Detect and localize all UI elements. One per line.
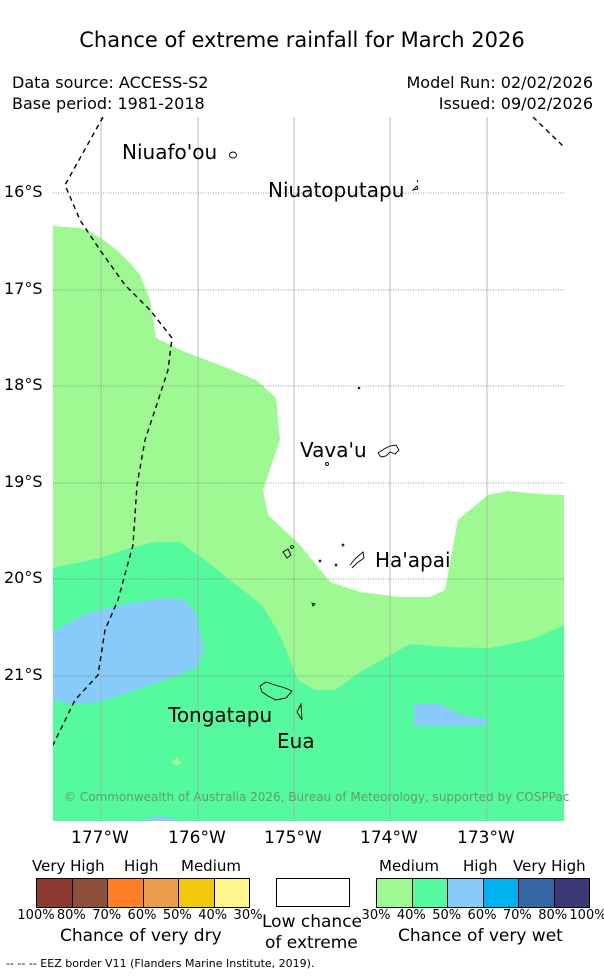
island-vavau — [377, 444, 400, 458]
dry-caption: Chance of very dry — [60, 926, 222, 946]
wet-tick-label: 70% — [502, 908, 532, 923]
low-chance-label-1: Low chance — [262, 912, 362, 932]
dry-colorbar — [36, 878, 250, 908]
lon-label: 177°W — [71, 828, 129, 848]
lon-label: 175°W — [264, 828, 322, 848]
eez-note: -- -- -- EEZ border V11 (Flanders Marine… — [6, 957, 315, 970]
dry-swatch — [178, 879, 214, 907]
dry-tick-label: 80% — [56, 908, 86, 923]
wet-swatch — [518, 879, 554, 907]
dry-header-medium: Medium — [181, 857, 241, 875]
wet-swatch — [482, 879, 518, 907]
lat-label: 18°S — [4, 375, 43, 394]
very-high-wet-region-east — [414, 704, 488, 726]
wet-tick-label: 50% — [432, 908, 462, 923]
low-chance-swatch — [276, 878, 350, 907]
dry-swatch — [107, 879, 143, 907]
very-high-wet-region-west — [53, 598, 204, 704]
lat-label: 21°S — [4, 665, 43, 684]
lon-label: 173°W — [457, 828, 515, 848]
lon-label: 176°W — [168, 828, 226, 848]
wet-header-high: High — [463, 857, 498, 875]
dry-swatch — [37, 879, 72, 907]
label-haapai: Ha'apai — [375, 548, 451, 572]
lat-label: 17°S — [4, 279, 43, 298]
label-vavau: Vava'u — [300, 438, 367, 462]
copyright-notice: © Commonwealth of Australia 2026, Bureau… — [64, 790, 570, 804]
dry-tick-label: 50% — [162, 908, 192, 923]
issued-label: Issued: 09/02/2026 — [438, 94, 593, 113]
wet-tick-label: 40% — [396, 908, 426, 923]
wet-header-medium: Medium — [379, 857, 439, 875]
dry-tick-label: 60% — [127, 908, 157, 923]
wet-swatch — [377, 879, 412, 907]
label-niuatoputapu: Niuatoputapu — [268, 178, 405, 202]
dry-tick-label: 70% — [92, 908, 122, 923]
dry-swatch — [142, 879, 178, 907]
island-niuatoputapu — [411, 185, 419, 191]
dry-header-high: High — [124, 857, 159, 875]
lon-label: 174°W — [360, 828, 418, 848]
dry-swatch — [71, 879, 107, 907]
wet-tick-label: 60% — [467, 908, 497, 923]
dry-header-very-high: Very High — [32, 857, 105, 875]
model-run-label: Model Run: 02/02/2026 — [406, 73, 594, 92]
lat-label: 16°S — [4, 182, 43, 201]
wet-tick-label: 30% — [361, 908, 391, 923]
wet-swatch — [411, 879, 447, 907]
data-source-label: Data source: ACCESS-S2 — [12, 73, 209, 92]
wet-caption: Chance of very wet — [398, 926, 563, 946]
wet-swatch — [447, 879, 483, 907]
island-haapai — [282, 548, 292, 559]
low-chance-label-2: of extreme — [265, 933, 358, 953]
wet-tick-label: 100% — [569, 908, 604, 923]
graticule — [100, 117, 488, 821]
wet-tick-label: 80% — [538, 908, 568, 923]
wet-swatch — [553, 879, 589, 907]
dry-swatch — [213, 879, 249, 907]
lat-label: 20°S — [4, 568, 43, 587]
dry-tick-label: 100% — [17, 908, 55, 923]
island-niuafoou — [229, 151, 237, 159]
island-eua — [296, 702, 303, 721]
chart-title: Chance of extreme rainfall for March 202… — [79, 28, 525, 52]
label-eua: Eua — [277, 729, 315, 753]
label-tongatapu: Tongatapu — [168, 703, 273, 727]
label-niuafoou: Niuafo'ou — [122, 140, 218, 164]
base-period-label: Base period: 1981-2018 — [12, 94, 205, 113]
dry-tick-label: 30% — [233, 908, 263, 923]
wet-colorbar — [376, 878, 590, 908]
islands — [229, 151, 419, 721]
lat-label: 19°S — [4, 472, 43, 491]
wet-header-very-high: Very High — [513, 857, 586, 875]
dry-tick-label: 40% — [198, 908, 228, 923]
island-tongatapu — [259, 681, 293, 701]
